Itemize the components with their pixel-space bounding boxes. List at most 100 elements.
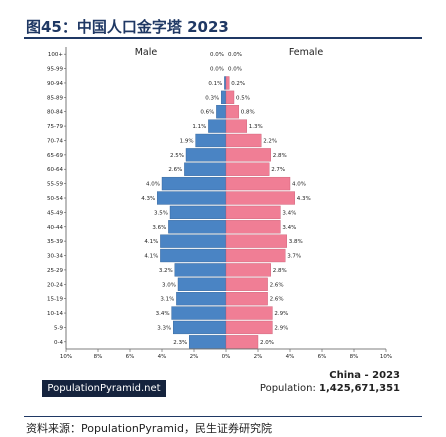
male-value-label: 0.0% — [210, 67, 224, 73]
male-bar — [195, 133, 227, 148]
age-label: 5-9 — [54, 325, 63, 331]
x-tick-label: 4% — [286, 354, 295, 360]
male-value-label: 3.1% — [160, 297, 174, 303]
x-tick-label: 10% — [60, 354, 72, 360]
female-value-label: 2.0% — [260, 340, 274, 346]
male-bar — [185, 148, 227, 162]
age-label: 75-79 — [47, 124, 63, 130]
female-value-label: 2.8% — [273, 153, 287, 159]
male-bar — [224, 76, 227, 90]
title-rule — [24, 37, 422, 39]
x-tick-label: 8% — [94, 354, 103, 360]
male-bar — [176, 292, 227, 306]
female-bar — [225, 234, 287, 248]
age-label: 80-84 — [47, 110, 63, 116]
male-value-label: 0.1% — [208, 81, 222, 87]
age-label: 0-4 — [54, 340, 63, 346]
male-value-label: 3.0% — [162, 282, 176, 288]
female-bar — [225, 263, 271, 277]
male-value-label: 3.6% — [152, 225, 166, 231]
age-label: 100+ — [48, 52, 63, 58]
male-bar — [216, 105, 227, 119]
female-value-label: 0.0% — [228, 52, 242, 58]
legend-male: Male — [135, 47, 158, 58]
male-value-label: 3.2% — [159, 268, 173, 274]
female-bar — [225, 320, 273, 335]
x-tick-label: 4% — [158, 354, 167, 360]
female-value-label: 0.5% — [236, 95, 250, 101]
male-bar — [161, 176, 227, 191]
figure-title: 图45：中国人口金字塔 2023 — [26, 18, 229, 36]
x-tick-label: 6% — [126, 354, 135, 360]
female-bar — [225, 176, 291, 191]
female-value-label: 4.3% — [297, 196, 311, 202]
male-bar — [169, 205, 227, 220]
female-value-label: 3.4% — [282, 225, 296, 231]
population-label: Population: 1,425,671,351 — [260, 383, 400, 394]
age-label: 45-49 — [47, 210, 63, 216]
female-value-label: 2.8% — [273, 268, 287, 274]
age-label: 60-64 — [47, 167, 63, 173]
female-value-label: 4.0% — [292, 182, 306, 188]
age-label: 40-44 — [47, 225, 63, 231]
female-bar — [225, 76, 230, 90]
x-tick-label: 8% — [350, 354, 359, 360]
age-label: 90-94 — [47, 81, 63, 87]
female-value-label: 2.2% — [263, 138, 277, 144]
male-value-label: 2.5% — [170, 153, 184, 159]
age-label: 95-99 — [47, 67, 63, 73]
female-value-label: 2.6% — [270, 297, 284, 303]
male-value-label: 3.4% — [156, 311, 170, 317]
female-value-label: 1.3% — [249, 124, 263, 130]
population-value: 1,425,671,351 — [319, 383, 400, 394]
age-label: 10-14 — [47, 311, 63, 317]
female-bar — [225, 306, 273, 320]
male-bar — [156, 191, 227, 205]
age-label: 20-24 — [47, 282, 63, 288]
male-bar — [174, 263, 227, 277]
male-bar — [220, 90, 227, 104]
female-bar — [225, 105, 240, 119]
female-bar — [225, 191, 296, 205]
footer-rule — [24, 416, 422, 417]
male-bar — [160, 248, 227, 263]
source-note: 资料来源：PopulationPyramid，民生证券研究院 — [26, 422, 272, 435]
female-bar — [225, 90, 235, 104]
x-tick-label: 2% — [254, 354, 263, 360]
female-value-label: 3.8% — [289, 239, 303, 245]
female-bar — [225, 220, 281, 234]
female-value-label: 2.9% — [274, 325, 288, 331]
male-value-label: 4.0% — [146, 182, 160, 188]
legend-female: Female — [289, 47, 324, 58]
male-value-label: 4.1% — [144, 239, 158, 245]
female-bar — [225, 162, 270, 176]
male-value-label: 2.3% — [173, 340, 187, 346]
male-value-label: 2.6% — [168, 167, 182, 173]
female-value-label: 2.9% — [274, 311, 288, 317]
male-bar — [168, 220, 227, 234]
male-value-label: 0.3% — [205, 95, 219, 101]
populationpyramid-badge[interactable]: PopulationPyramid.net — [42, 380, 166, 397]
population-caption: Population: — [259, 383, 320, 394]
male-value-label: 1.9% — [180, 138, 194, 144]
age-label: 55-59 — [47, 182, 63, 188]
x-tick-label: 6% — [318, 354, 327, 360]
male-value-label: 1.1% — [192, 124, 206, 130]
male-bar — [172, 320, 227, 335]
x-tick-label: 10% — [380, 354, 392, 360]
age-label: 25-29 — [47, 268, 63, 274]
x-tick-label: 0% — [222, 354, 231, 360]
age-label: 50-54 — [47, 196, 63, 202]
female-value-label: 3.4% — [282, 210, 296, 216]
male-bar — [188, 335, 227, 349]
age-label: 85-89 — [47, 95, 63, 101]
female-bar — [225, 248, 286, 263]
female-value-label: 3.7% — [287, 254, 301, 260]
female-bar — [225, 148, 271, 162]
male-value-label: 0.6% — [200, 110, 214, 116]
age-label: 65-69 — [47, 153, 63, 159]
female-bar — [225, 335, 259, 349]
male-value-label: 4.3% — [141, 196, 155, 202]
male-value-label: 0.0% — [210, 52, 224, 58]
